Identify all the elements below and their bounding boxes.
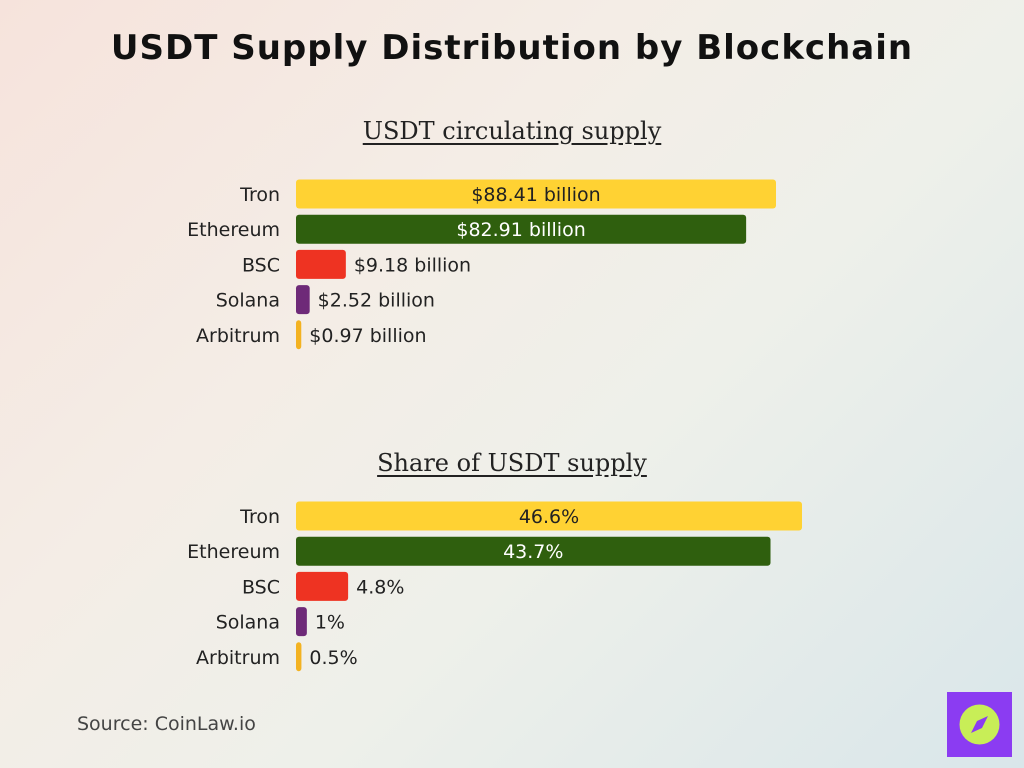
bar-bsc xyxy=(296,249,346,279)
data-label-ethereum: 43.7% xyxy=(503,541,563,563)
category-label-ethereum: Ethereum xyxy=(187,219,280,241)
circulating-supply-bar-chart: Tron $88.41 billion Ethereum $82.91 billion… xyxy=(187,179,776,350)
chart-title-circulating-supply: USDT circulating supply xyxy=(362,117,662,145)
data-label-bsc: $9.18 billion xyxy=(354,254,471,276)
category-label-bsc: BSC xyxy=(242,576,280,598)
data-label-tron: $88.41 billion xyxy=(471,184,600,206)
category-label-ethereum: Ethereum xyxy=(187,541,280,563)
data-label-solana: 1% xyxy=(315,612,345,634)
bar-solana xyxy=(296,285,310,315)
bar-tron xyxy=(296,501,802,531)
category-label-tron: Tron xyxy=(239,506,280,528)
category-label-bsc: BSC xyxy=(242,254,280,276)
bar-bsc xyxy=(296,571,349,601)
page-title: USDT Supply Distribution by Blockchain xyxy=(110,28,914,68)
data-label-solana: $2.52 billion xyxy=(318,290,435,312)
bar-ethereum xyxy=(296,536,771,566)
category-label-arbitrum: Arbitrum xyxy=(196,325,280,347)
brand-logo xyxy=(947,692,1012,757)
chart-title-share-of-supply: Share of USDT supply xyxy=(377,449,647,477)
data-label-arbitrum: 0.5% xyxy=(309,647,357,669)
data-label-arbitrum: $0.97 billion xyxy=(309,325,426,347)
data-label-tron: 46.6% xyxy=(519,506,579,528)
data-label-ethereum: $82.91 billion xyxy=(456,219,585,241)
data-label-bsc: 4.8% xyxy=(356,576,404,598)
category-label-solana: Solana xyxy=(216,612,280,634)
category-label-tron: Tron xyxy=(239,184,280,206)
category-label-arbitrum: Arbitrum xyxy=(196,647,280,669)
share-of-supply-bar-chart: Tron 46.6% Ethereum 43.7% BSC 4.8% Solana 1% Arb… xyxy=(187,501,802,672)
bar-arbitrum xyxy=(296,320,302,350)
source-credit: Source: CoinLaw.io xyxy=(77,713,256,735)
category-label-solana: Solana xyxy=(216,290,280,312)
bar-solana xyxy=(296,607,307,637)
compass-icon xyxy=(959,704,1000,745)
bar-arbitrum xyxy=(296,642,302,672)
bar-tron xyxy=(296,179,776,209)
bar-ethereum xyxy=(296,214,747,244)
